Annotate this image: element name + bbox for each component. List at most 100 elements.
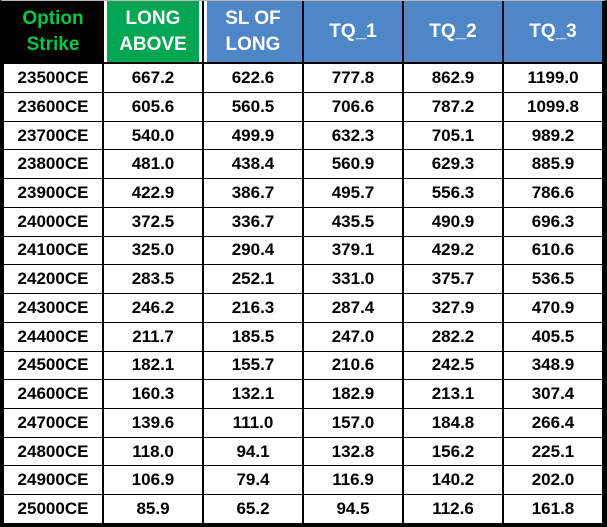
tq3-cell[interactable]: 225.1 [502,436,604,467]
strike-cell[interactable]: 23500CE [2,62,104,93]
long-above-cell[interactable]: 283.5 [102,264,204,295]
sl-of-long-cell[interactable]: 185.5 [202,321,304,352]
tq3-cell[interactable]: 1199.0 [502,62,604,93]
long-above-cell[interactable]: 85.9 [102,494,204,524]
tq2-cell[interactable]: 242.5 [402,350,504,381]
strike-cell[interactable]: 23800CE [2,149,104,180]
tq3-cell[interactable]: 786.6 [502,178,604,208]
sl-of-long-cell[interactable]: 65.2 [202,494,304,524]
sl-of-long-cell[interactable]: 438.4 [202,149,304,180]
long-above-cell[interactable]: 667.2 [102,62,204,93]
tq1-cell[interactable]: 157.0 [302,408,404,438]
sl-of-long-cell[interactable]: 132.1 [202,379,304,409]
header-sl-of-long[interactable]: SL OF LONG [202,1,304,64]
strike-cell[interactable]: 23700CE [2,120,104,151]
tq1-cell[interactable]: 287.4 [302,293,404,323]
tq1-cell[interactable]: 706.6 [302,91,404,122]
tq2-cell[interactable]: 112.6 [402,494,504,524]
sl-of-long-cell[interactable]: 111.0 [202,408,304,438]
tq1-cell[interactable]: 210.6 [302,350,404,381]
long-above-cell[interactable]: 211.7 [102,321,204,352]
tq2-cell[interactable]: 327.9 [402,293,504,323]
tq3-cell[interactable]: 536.5 [502,264,604,295]
tq2-cell[interactable]: 787.2 [402,91,504,122]
long-above-cell[interactable]: 422.9 [102,178,204,208]
long-above-cell[interactable]: 246.2 [102,293,204,323]
tq3-cell[interactable]: 885.9 [502,149,604,180]
sl-of-long-cell[interactable]: 336.7 [202,206,304,237]
strike-cell[interactable]: 23900CE [2,178,104,208]
header-tq2[interactable]: TQ_2 [402,1,504,64]
tq2-cell[interactable]: 429.2 [402,235,504,266]
tq2-cell[interactable]: 156.2 [402,436,504,467]
tq1-cell[interactable]: 132.8 [302,436,404,467]
tq2-cell[interactable]: 184.8 [402,408,504,438]
sl-of-long-cell[interactable]: 499.9 [202,120,304,151]
tq1-cell[interactable]: 435.5 [302,206,404,237]
tq2-cell[interactable]: 140.2 [402,465,504,496]
tq3-cell[interactable]: 161.8 [502,494,604,524]
strike-cell[interactable]: 24900CE [2,465,104,496]
sl-of-long-cell[interactable]: 386.7 [202,178,304,208]
strike-cell[interactable]: 24400CE [2,321,104,352]
tq3-cell[interactable]: 307.4 [502,379,604,409]
sl-of-long-cell[interactable]: 79.4 [202,465,304,496]
tq2-cell[interactable]: 282.2 [402,321,504,352]
long-above-cell[interactable]: 160.3 [102,379,204,409]
tq2-cell[interactable]: 629.3 [402,149,504,180]
header-long-above[interactable]: LONG ABOVE [102,1,204,64]
sl-of-long-cell[interactable]: 155.7 [202,350,304,381]
strike-cell[interactable]: 24000CE [2,206,104,237]
long-above-cell[interactable]: 139.6 [102,408,204,438]
tq3-cell[interactable]: 348.9 [502,350,604,381]
sl-of-long-cell[interactable]: 216.3 [202,293,304,323]
tq2-cell[interactable]: 705.1 [402,120,504,151]
tq3-cell[interactable]: 202.0 [502,465,604,496]
tq1-cell[interactable]: 379.1 [302,235,404,266]
tq1-cell[interactable]: 495.7 [302,178,404,208]
long-above-cell[interactable]: 182.1 [102,350,204,381]
long-above-cell[interactable]: 372.5 [102,206,204,237]
strike-cell[interactable]: 24500CE [2,350,104,381]
tq1-cell[interactable]: 182.9 [302,379,404,409]
header-option-strike[interactable]: Option Strike [2,1,104,64]
sl-of-long-cell[interactable]: 252.1 [202,264,304,295]
long-above-cell[interactable]: 325.0 [102,235,204,266]
tq1-cell[interactable]: 331.0 [302,264,404,295]
strike-cell[interactable]: 23600CE [2,91,104,122]
long-above-cell[interactable]: 106.9 [102,465,204,496]
tq2-cell[interactable]: 862.9 [402,62,504,93]
sl-of-long-cell[interactable]: 560.5 [202,91,304,122]
tq2-cell[interactable]: 213.1 [402,379,504,409]
tq3-cell[interactable]: 610.6 [502,235,604,266]
tq1-cell[interactable]: 116.9 [302,465,404,496]
strike-cell[interactable]: 24200CE [2,264,104,295]
tq3-cell[interactable]: 470.9 [502,293,604,323]
tq3-cell[interactable]: 266.4 [502,408,604,438]
strike-cell[interactable]: 24700CE [2,408,104,438]
strike-cell[interactable]: 24600CE [2,379,104,409]
tq2-cell[interactable]: 490.9 [402,206,504,237]
tq3-cell[interactable]: 989.2 [502,120,604,151]
strike-cell[interactable]: 25000CE [2,494,104,524]
tq1-cell[interactable]: 247.0 [302,321,404,352]
long-above-cell[interactable]: 605.6 [102,91,204,122]
sl-of-long-cell[interactable]: 290.4 [202,235,304,266]
tq3-cell[interactable]: 1099.8 [502,91,604,122]
tq3-cell[interactable]: 405.5 [502,321,604,352]
tq2-cell[interactable]: 556.3 [402,178,504,208]
sl-of-long-cell[interactable]: 622.6 [202,62,304,93]
long-above-cell[interactable]: 540.0 [102,120,204,151]
tq3-cell[interactable]: 696.3 [502,206,604,237]
strike-cell[interactable]: 24300CE [2,293,104,323]
tq1-cell[interactable]: 94.5 [302,494,404,524]
tq1-cell[interactable]: 632.3 [302,120,404,151]
tq1-cell[interactable]: 777.8 [302,62,404,93]
tq1-cell[interactable]: 560.9 [302,149,404,180]
strike-cell[interactable]: 24800CE [2,436,104,467]
long-above-cell[interactable]: 481.0 [102,149,204,180]
sl-of-long-cell[interactable]: 94.1 [202,436,304,467]
long-above-cell[interactable]: 118.0 [102,436,204,467]
strike-cell[interactable]: 24100CE [2,235,104,266]
header-tq3[interactable]: TQ_3 [502,1,604,64]
